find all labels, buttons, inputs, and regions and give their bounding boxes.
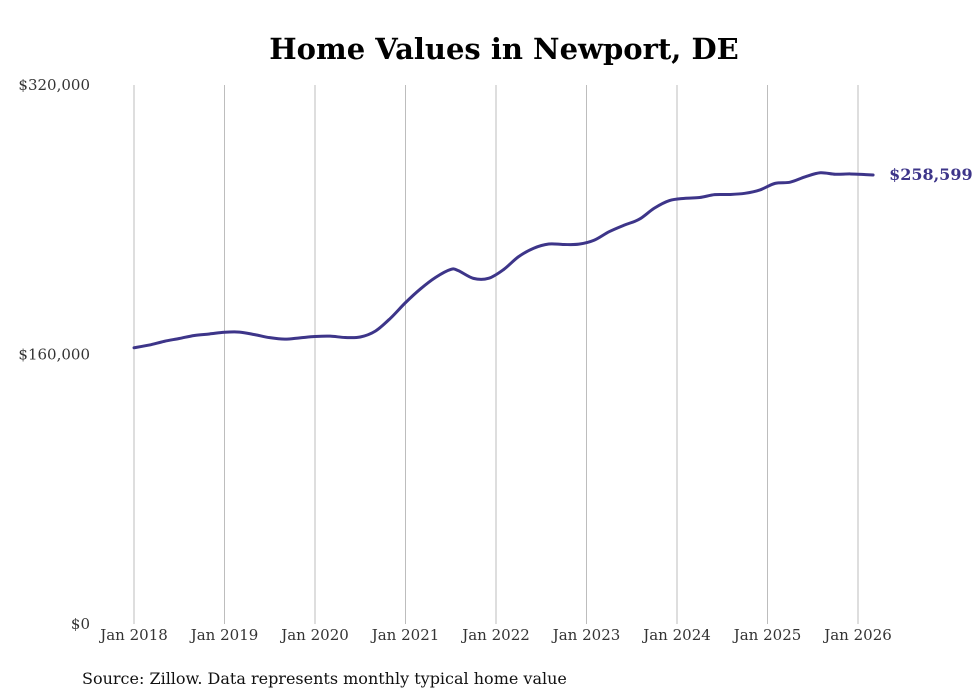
x-tick-label: Jan 2024: [641, 626, 711, 644]
y-tick-label: $320,000: [18, 76, 90, 94]
x-tick-label: Jan 2018: [98, 626, 168, 644]
x-tick-label: Jan 2026: [822, 626, 892, 644]
x-tick-label: Jan 2021: [370, 626, 440, 644]
x-tick-label: Jan 2022: [460, 626, 530, 644]
x-tick-label: Jan 2020: [279, 626, 349, 644]
series-end-label: $258,599: [889, 165, 973, 184]
y-tick-label: $160,000: [18, 346, 90, 364]
source-note: Source: Zillow. Data represents monthly …: [82, 669, 567, 688]
x-axis: Jan 2018 Jan 2019 Jan 2020 Jan 2021 Jan 2022…: [98, 626, 892, 644]
chart-title: Home Values in Newport, DE: [269, 32, 738, 66]
x-tick-label: Jan 2023: [551, 626, 621, 644]
x-tick-label: Jan 2025: [732, 626, 802, 644]
series-group: $258,599: [132, 165, 973, 350]
x-tick-label: Jan 2019: [189, 626, 259, 644]
gridlines: [133, 85, 859, 624]
y-tick-label: $0: [71, 615, 90, 633]
y-axis: $0 $160,000 $320,000: [18, 76, 90, 633]
series-line-0: [132, 171, 875, 350]
